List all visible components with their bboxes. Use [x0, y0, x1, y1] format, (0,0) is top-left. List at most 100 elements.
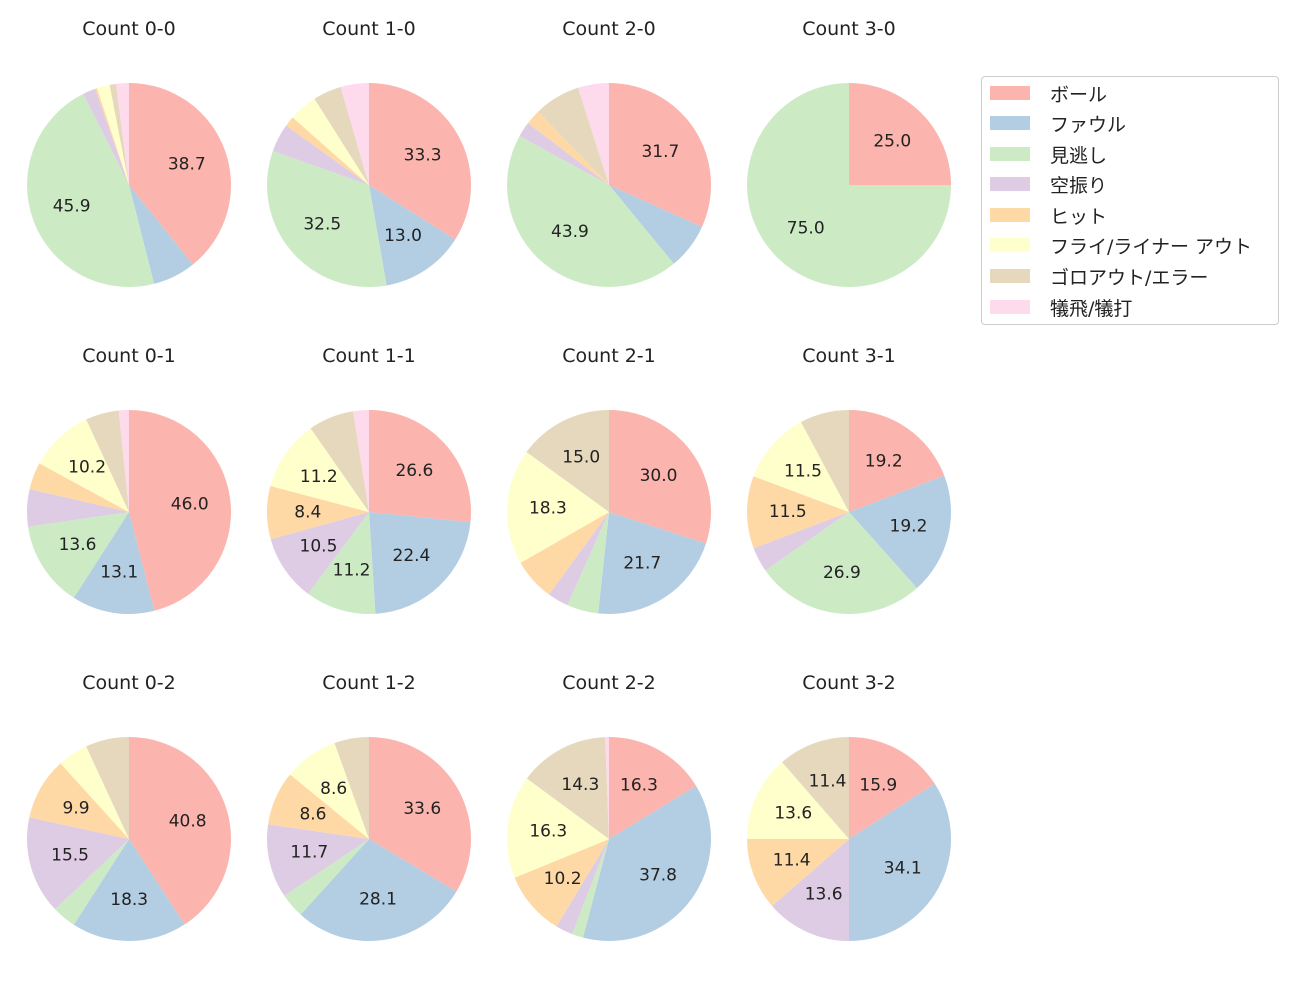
slice-label: 13.1 — [100, 562, 138, 582]
pie-slice — [314, 87, 369, 185]
slice-label: 15.0 — [562, 447, 600, 467]
pie-slice — [583, 785, 712, 942]
pie-slice — [520, 512, 609, 595]
slice-label: 13.6 — [805, 885, 843, 905]
slice-label: 15.9 — [859, 775, 897, 795]
pie-slice — [267, 151, 387, 287]
pie-slice — [782, 737, 849, 839]
pie-chart: Count 3-2 15.9 34.1 13.6 11.4 13.6 11.4 — [747, 672, 951, 942]
legend-label: 空振り — [1050, 174, 1108, 197]
slice-label: 13.6 — [774, 804, 812, 824]
pie-title: Count 3-2 — [802, 672, 896, 694]
pie-slice — [73, 512, 155, 614]
pie-slice — [109, 83, 129, 185]
pie-slice — [849, 83, 951, 185]
pie-slice — [369, 185, 456, 286]
pie-slice — [308, 512, 376, 615]
pie-slice — [849, 783, 951, 941]
slice-label: 34.1 — [884, 858, 922, 878]
slice-label: 8.6 — [320, 779, 347, 799]
slice-label: 40.8 — [169, 812, 207, 832]
slice-label: 11.5 — [784, 462, 822, 482]
legend-item-ground-out: ゴロアウト/エラー — [990, 263, 1208, 289]
pie-slice — [605, 737, 609, 839]
pie-slice — [300, 839, 457, 941]
pie-slice — [28, 512, 130, 598]
pie-slice — [747, 762, 849, 839]
pie-slice — [578, 83, 609, 185]
legend-label: ヒット — [1050, 205, 1108, 228]
slice-label: 31.7 — [641, 142, 679, 162]
pie-chart: Count 1-1 26.6 22.4 11.2 10.5 8.4 11.2 — [267, 345, 471, 615]
pie-slice — [753, 512, 849, 571]
slice-label: 15.5 — [51, 846, 89, 866]
legend-item-hit: ヒット — [990, 202, 1107, 228]
pie-slice — [27, 817, 130, 910]
pie-title: Count 1-1 — [322, 345, 416, 367]
slice-label: 8.6 — [299, 804, 326, 824]
pie-slice — [95, 88, 129, 185]
slice-label: 14.3 — [561, 775, 599, 795]
pie-chart: Count 3-0 25.0 75.0 — [747, 18, 951, 287]
pie-title: Count 1-2 — [322, 672, 416, 694]
pie-slice — [86, 410, 129, 512]
slice-label: 21.7 — [623, 553, 661, 573]
pie-chart: Count 2-1 30.0 21.7 18.3 15.0 — [507, 345, 711, 614]
pie-slice — [129, 410, 231, 611]
pie-chart: Count 0-2 40.8 18.3 15.5 9.9 — [27, 672, 232, 941]
pie-slice — [765, 512, 917, 614]
pie-slice — [849, 737, 935, 839]
pie-slice — [572, 839, 609, 938]
pie-slice — [747, 839, 849, 906]
slice-label: 46.0 — [171, 494, 209, 514]
pie-slice — [267, 824, 369, 896]
legend-swatch — [990, 238, 1030, 252]
legend-item-fly-out: フライ/ライナー アウト — [990, 232, 1252, 258]
pie-slice — [310, 411, 369, 512]
legend-item-swinging-strike: 空振り — [990, 171, 1107, 197]
slice-label: 11.4 — [773, 850, 811, 870]
pie-slice — [29, 763, 130, 839]
pie-slice — [73, 839, 185, 941]
pie-slice — [86, 737, 129, 839]
pie-slice — [538, 87, 609, 185]
slice-label: 25.0 — [873, 132, 911, 152]
slice-label: 10.2 — [544, 869, 582, 889]
pie-slice — [369, 410, 471, 523]
pie-slice — [129, 737, 232, 925]
pie-slice — [800, 410, 849, 512]
pie-chart: Count 2-2 16.3 37.8 10.2 16.3 14.3 — [507, 672, 712, 942]
legend-swatch — [990, 86, 1030, 100]
slice-label: 11.4 — [809, 772, 847, 792]
pie-slice — [598, 512, 707, 614]
pie-slice — [27, 489, 129, 527]
slice-label: 26.6 — [395, 461, 433, 481]
pie-title: Count 1-0 — [322, 18, 416, 40]
legend: ボール ファウル 見逃し 空振り ヒット フライ/ライナー アウト ゴロアウト/… — [981, 76, 1279, 325]
slice-label: 28.1 — [359, 890, 397, 910]
slice-label: 11.7 — [290, 843, 328, 863]
pie-slice — [353, 410, 369, 512]
legend-item-ball: ボール — [990, 80, 1107, 106]
pie-slice — [97, 84, 129, 185]
slice-label: 45.9 — [53, 196, 91, 216]
pie-slice — [60, 746, 129, 839]
slice-label: 33.3 — [404, 145, 442, 165]
pie-slice — [369, 737, 472, 892]
pie-slice — [55, 839, 129, 925]
pie-chart: Count 1-2 33.6 28.1 11.7 8.6 8.6 — [267, 672, 472, 941]
pie-chart: Count 0-1 46.0 13.113.6 10.2 — [27, 345, 231, 614]
slice-label: 32.5 — [303, 215, 341, 235]
legend-swatch — [990, 147, 1030, 161]
pie-slice — [369, 512, 471, 614]
pie-slice — [267, 486, 369, 540]
pie-slice — [129, 83, 231, 265]
pie-slice — [340, 83, 369, 185]
pie-slice — [747, 476, 849, 549]
pie-slice — [507, 135, 674, 287]
legend-label: ファウル — [1050, 113, 1127, 136]
pie-slice — [609, 737, 697, 839]
slice-label: 37.8 — [639, 866, 677, 886]
pie-slice — [129, 185, 193, 284]
pie-title: Count 0-0 — [82, 18, 176, 40]
